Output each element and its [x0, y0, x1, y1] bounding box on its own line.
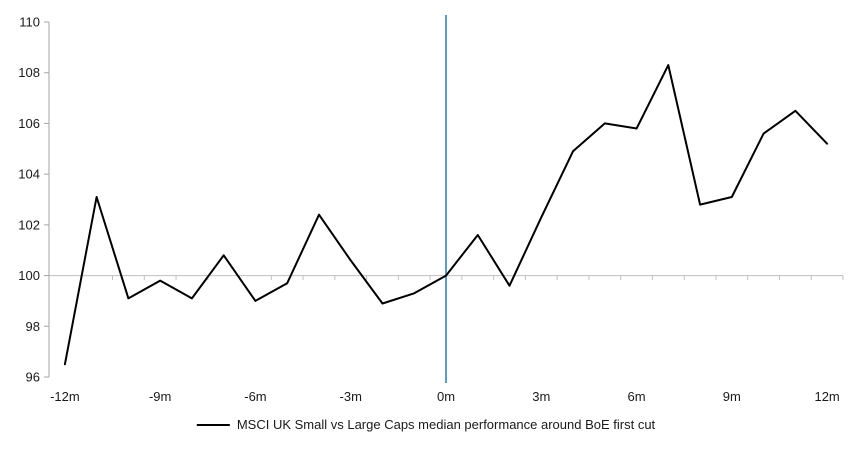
x-axis-tick-label: -12m: [50, 389, 80, 404]
x-axis-tick-label: 0m: [437, 389, 455, 404]
y-axis-tick-label: 110: [19, 15, 40, 30]
x-axis-tick-label: 3m: [532, 389, 550, 404]
legend-label: MSCI UK Small vs Large Caps median perfo…: [236, 417, 656, 432]
y-axis-tick-label: 106: [18, 116, 40, 131]
y-axis-tick-label: 100: [18, 268, 40, 283]
y-axis-tick-label: 102: [18, 217, 40, 232]
x-axis-tick-label: 6m: [628, 389, 646, 404]
y-axis-tick-label: 104: [18, 167, 40, 182]
x-axis-tick-label: -6m: [244, 389, 266, 404]
y-axis-tick-label: 98: [26, 319, 40, 334]
x-axis-tick-label: -3m: [340, 389, 362, 404]
x-axis-tick-label: 12m: [814, 389, 839, 404]
x-axis-tick-label: -9m: [149, 389, 171, 404]
x-axis-tick-label: 9m: [723, 389, 741, 404]
series-line: [63, 64, 829, 366]
legend: MSCI UK Small vs Large Caps median perfo…: [196, 417, 656, 432]
y-axis-tick-label: 96: [26, 370, 40, 385]
y-axis-tick-label: 108: [18, 65, 40, 80]
legend-line-swatch: [196, 423, 230, 426]
